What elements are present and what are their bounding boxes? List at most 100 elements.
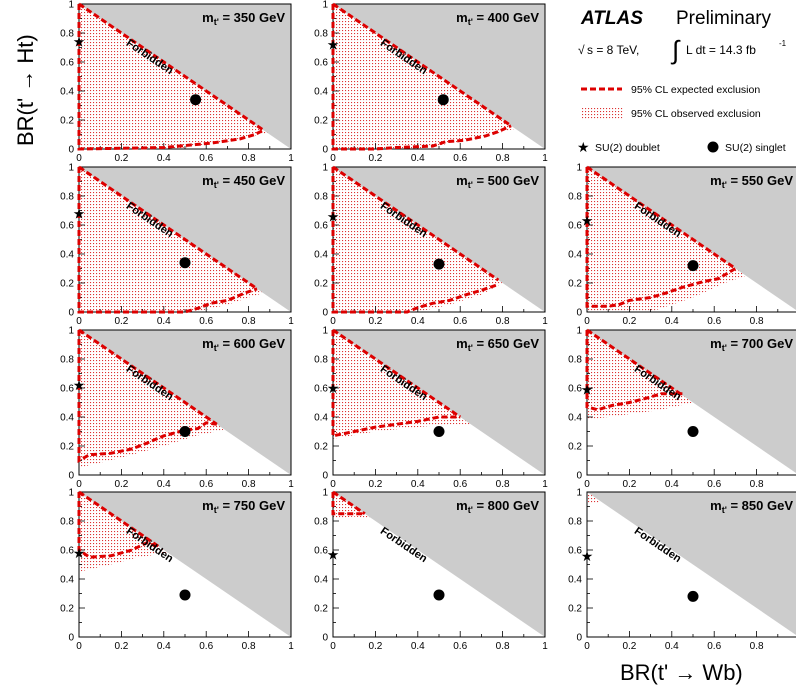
mass-label: mt' = 550 GeV <box>710 173 793 190</box>
y-axis-title: BR(t' → Ht) <box>13 34 38 146</box>
x-axis-title: BR(t' → Wb) <box>620 660 743 685</box>
x-tick-label: 0.4 <box>411 153 425 164</box>
singlet-dot <box>433 589 445 601</box>
panel-0: 000.20.20.40.40.60.60.80.811Forbiddenmt'… <box>60 0 294 164</box>
x-tick-label: 0.2 <box>114 316 128 327</box>
mass-label: mt' = 650 GeV <box>456 336 539 353</box>
y-tick-label: 0.4 <box>60 250 74 261</box>
y-tick-label: 0.2 <box>568 442 582 453</box>
doublet-star: ★ <box>73 545 86 561</box>
x-tick-label: 0 <box>76 153 82 164</box>
y-tick-label: 0.8 <box>314 29 328 40</box>
singlet-dot <box>433 258 445 270</box>
x-tick-label: 0.4 <box>157 641 171 652</box>
expected-diagonal <box>332 490 366 515</box>
doublet-star: ★ <box>327 546 340 562</box>
y-tick-label: 0.6 <box>568 546 582 557</box>
y-tick-label: 1 <box>322 488 328 499</box>
expected-contour <box>331 167 499 314</box>
panel-3: 000.20.20.40.40.60.60.80.811Forbiddenmt'… <box>314 163 548 328</box>
x-tick-label: 1 <box>542 153 548 164</box>
expected-contour <box>77 492 161 559</box>
observed-region <box>333 330 471 439</box>
y-tick-label: 0.2 <box>60 279 74 290</box>
y-tick-label: 0.8 <box>60 355 74 366</box>
y-tick-label: 1 <box>576 163 582 174</box>
y-tick-label: 0 <box>68 145 74 156</box>
x-tick-label: 1 <box>542 316 548 327</box>
y-tick-label: 0.8 <box>568 355 582 366</box>
expected-contour <box>77 167 258 314</box>
lumi-exponent: -1 <box>779 39 787 48</box>
panel-2: 000.20.20.40.40.60.60.80.811Forbiddenmt'… <box>60 163 294 328</box>
singlet-legend-label: SU(2) singlet <box>725 142 786 154</box>
x-tick-label: 0.4 <box>411 316 425 327</box>
x-tick-label: 0.6 <box>199 153 213 164</box>
energy-label: s = 8 TeV, <box>587 43 639 57</box>
y-tick-label: 0 <box>322 308 328 319</box>
y-tick-label: 0.4 <box>568 413 582 424</box>
expected-diagonal <box>332 328 462 419</box>
panel-1: 000.20.20.40.40.60.60.80.811Forbiddenmt'… <box>314 0 548 164</box>
doublet-star: ★ <box>581 381 594 397</box>
y-tick-label: 0 <box>68 308 74 319</box>
y-tick-label: 1 <box>68 163 74 174</box>
x-tick-label: 0.6 <box>707 316 721 327</box>
expected-contour <box>331 4 512 151</box>
x-tick-label: 1 <box>288 479 294 490</box>
expected-diagonal <box>78 490 161 549</box>
y-tick-label: 0.6 <box>568 221 582 232</box>
doublet-star: ★ <box>73 205 86 221</box>
y-tick-label: 0 <box>322 471 328 482</box>
y-tick-label: 0.8 <box>60 29 74 40</box>
observed-region <box>587 492 600 504</box>
expected-contour <box>77 4 265 151</box>
x-tick-label: 0 <box>330 641 336 652</box>
doublet-legend-label: SU(2) doublet <box>595 142 660 154</box>
x-tick-label: 0.4 <box>157 316 171 327</box>
forbidden-region <box>333 492 545 637</box>
experiment-label: ATLAS <box>580 8 643 29</box>
expected-contour <box>331 330 461 438</box>
x-tick-label: 0.8 <box>496 316 510 327</box>
y-tick-label: 0.6 <box>314 58 328 69</box>
y-tick-label: 1 <box>322 326 328 337</box>
mass-label: mt' = 450 GeV <box>202 173 285 190</box>
legend-block: ATLAS Preliminary √ s = 8 TeV, ∫ L dt = … <box>577 8 787 155</box>
x-tick-label: 0.2 <box>368 153 382 164</box>
singlet-dot <box>687 590 699 602</box>
expected-contour <box>585 167 737 308</box>
observed-region <box>333 167 503 312</box>
singlet-dot <box>190 94 202 106</box>
doublet-legend-star: ★ <box>577 139 590 155</box>
expected-diagonal <box>78 328 218 426</box>
x-tick-label: 0.2 <box>368 641 382 652</box>
x-tick-label: 0.6 <box>453 641 467 652</box>
observed-region <box>587 330 693 420</box>
x-tick-label: 0 <box>76 641 82 652</box>
singlet-dot <box>179 257 191 269</box>
x-tick-label: 0.6 <box>199 479 213 490</box>
x-tick-label: 1 <box>288 316 294 327</box>
observed-region <box>79 4 268 149</box>
y-tick-label: 0.4 <box>314 87 328 98</box>
y-tick-label: 0 <box>322 145 328 156</box>
y-tick-label: 0.2 <box>314 279 328 290</box>
x-tick-label: 0.4 <box>411 641 425 652</box>
y-tick-label: 0.2 <box>60 442 74 453</box>
observed-region <box>333 4 516 149</box>
x-tick-label: 0.6 <box>453 153 467 164</box>
singlet-dot <box>433 426 445 437</box>
x-tick-label: 1 <box>542 479 548 490</box>
y-tick-label: 0.4 <box>60 575 74 586</box>
singlet-dot <box>437 94 449 106</box>
y-tick-label: 0.6 <box>60 546 74 557</box>
x-tick-label: 0.2 <box>114 153 128 164</box>
y-tick-label: 1 <box>68 0 74 11</box>
expected-contour <box>77 330 218 464</box>
x-tick-label: 0.8 <box>750 316 764 327</box>
expected-diagonal <box>78 2 265 132</box>
lumi-label: L dt = 14.3 fb <box>686 43 756 57</box>
observed-legend-swatch <box>581 107 623 119</box>
